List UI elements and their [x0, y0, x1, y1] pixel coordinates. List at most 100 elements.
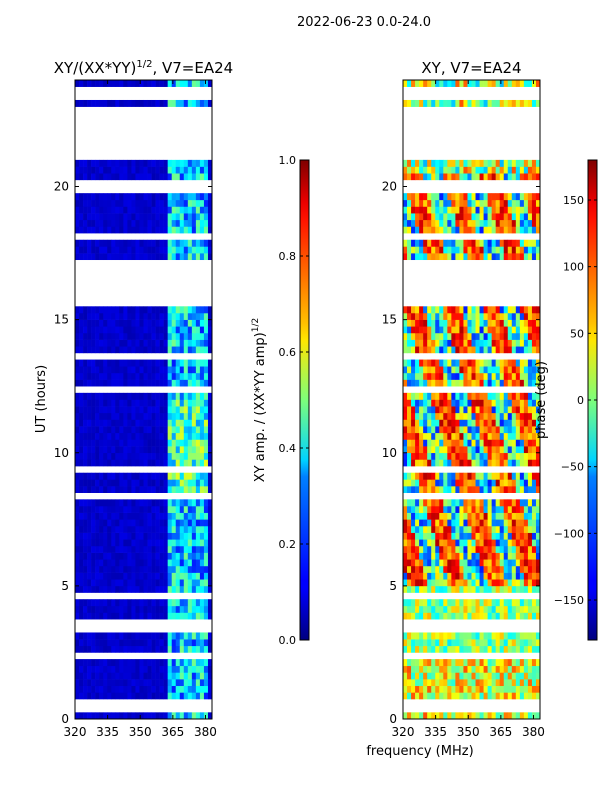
- heatmap-cell: [91, 532, 96, 540]
- heatmap-cell: [207, 359, 212, 367]
- heatmap-cell: [171, 253, 177, 261]
- heatmap-cell: [479, 166, 484, 174]
- heatmap-cell: [103, 166, 108, 174]
- heatmap-cell: [203, 246, 209, 254]
- heatmap-cell: [503, 579, 509, 587]
- heatmap-cell: [499, 525, 505, 533]
- heatmap-cell: [471, 565, 476, 573]
- heatmap-cell: [439, 579, 444, 587]
- heatmap-cell: [439, 552, 444, 560]
- heatmap-cell: [111, 452, 116, 460]
- heatmap-cell: [87, 512, 92, 520]
- heatmap-cell: [119, 572, 124, 580]
- heatmap-cell: [427, 326, 432, 334]
- heatmap-cell: [127, 605, 132, 613]
- heatmap-cell: [199, 412, 205, 420]
- heatmap-cell: [415, 326, 420, 334]
- heatmap-cell: [143, 246, 148, 254]
- heatmap-cell: [143, 312, 148, 320]
- heatmap-cell: [523, 219, 529, 227]
- heatmap-cell: [523, 246, 529, 254]
- heatmap-cell: [131, 486, 136, 493]
- heatmap-cell: [191, 80, 197, 87]
- heatmap-cell: [203, 519, 209, 527]
- heatmap-cell: [443, 366, 448, 374]
- heatmap-cell: [119, 226, 124, 234]
- heatmap-cell: [183, 579, 189, 587]
- heatmap-cell: [103, 565, 108, 573]
- heatmap-cell: [147, 639, 152, 647]
- heatmap-cell: [443, 339, 448, 347]
- heatmap-cell: [427, 159, 432, 167]
- heatmap-cell: [495, 659, 501, 667]
- heatmap-cell: [199, 193, 205, 201]
- heatmap-cell: [191, 539, 197, 547]
- heatmap-cell: [167, 99, 173, 107]
- heatmap-cell: [103, 446, 108, 454]
- heatmap-cell: [115, 319, 120, 327]
- heatmap-cell: [119, 446, 124, 454]
- heatmap-cell: [99, 419, 104, 427]
- heatmap-cell: [159, 339, 164, 347]
- heatmap-cell: [519, 459, 525, 467]
- heatmap-cell: [203, 332, 209, 340]
- heatmap-cell: [527, 506, 533, 513]
- heatmap-cell: [207, 499, 212, 507]
- heatmap-cell: [407, 253, 412, 261]
- heatmap-cell: [167, 506, 173, 513]
- heatmap-cell: [163, 159, 168, 167]
- heatmap-cell: [491, 572, 496, 580]
- heatmap-cell: [411, 712, 416, 719]
- heatmap-cell: [139, 412, 144, 420]
- heatmap-cell: [443, 239, 448, 247]
- heatmap-cell: [443, 359, 448, 367]
- heatmap-cell: [407, 459, 412, 467]
- heatmap-cell: [159, 219, 164, 227]
- heatmap-cell: [151, 632, 156, 640]
- heatmap-cell: [495, 166, 501, 174]
- heatmap-cell: [435, 306, 440, 314]
- heatmap-cell: [175, 452, 181, 460]
- heatmap-cell: [123, 193, 128, 201]
- heatmap-cell: [499, 406, 505, 414]
- heatmap-cell: [475, 439, 480, 447]
- heatmap-cell: [87, 166, 92, 174]
- heatmap-cell: [523, 479, 529, 487]
- heatmap-cell: [155, 412, 160, 420]
- heatmap-cell: [131, 432, 136, 440]
- heatmap-cell: [207, 446, 212, 454]
- heatmap-cell: [415, 692, 420, 700]
- heatmap-cell: [499, 572, 505, 580]
- heatmap-cell: [515, 599, 521, 607]
- heatmap-cell: [527, 412, 533, 420]
- heatmap-cell: [107, 692, 112, 700]
- heatmap-cell: [487, 253, 492, 261]
- heatmap-cell: [491, 645, 496, 653]
- heatmap-cell: [199, 346, 205, 354]
- heatmap-cell: [131, 559, 136, 567]
- heatmap-cell: [475, 532, 480, 540]
- heatmap-cell: [415, 506, 420, 513]
- heatmap-cell: [131, 239, 136, 247]
- heatmap-cell: [403, 99, 408, 107]
- heatmap-cell: [163, 679, 168, 687]
- heatmap-cell: [139, 519, 144, 527]
- heatmap-cell: [151, 692, 156, 700]
- heatmap-cell: [199, 659, 205, 667]
- heatmap-cell: [423, 366, 428, 374]
- heatmap-cell: [147, 532, 152, 540]
- heatmap-cell: [447, 219, 452, 227]
- heatmap-cell: [463, 479, 468, 487]
- heatmap-cell: [159, 306, 164, 314]
- heatmap-cell: [431, 585, 436, 593]
- heatmap-cell: [523, 672, 529, 680]
- heatmap-cell: [423, 312, 428, 320]
- heatmap-cell: [451, 306, 456, 314]
- heatmap-cell: [459, 645, 464, 653]
- heatmap-cell: [527, 372, 533, 380]
- heatmap-cell: [87, 239, 92, 247]
- heatmap-cell: [455, 346, 460, 354]
- heatmap-cell: [111, 685, 116, 693]
- heatmap-cell: [451, 253, 456, 261]
- heatmap-cell: [167, 712, 173, 719]
